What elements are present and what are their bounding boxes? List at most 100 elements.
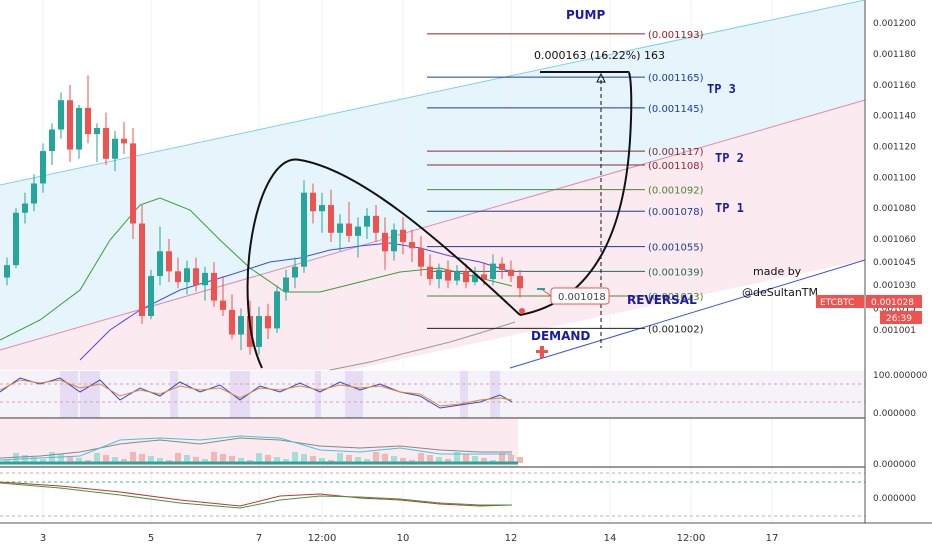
candle-body-12[interactable] [112, 138, 118, 159]
candle-body-7[interactable] [67, 100, 73, 150]
candle-body-56[interactable] [508, 269, 514, 276]
price-tick-6: 0.001080 [873, 204, 916, 214]
candle-body-20[interactable] [184, 268, 190, 283]
demand-label[interactable]: DEMAND [531, 329, 590, 343]
rsi-highlight-bars [60, 371, 500, 418]
volume-bar-57 [517, 457, 523, 463]
macd-line-red[interactable] [0, 481, 513, 507]
candle-body-43[interactable] [391, 229, 397, 252]
candle-body-38[interactable] [346, 223, 352, 236]
candle-body-24[interactable] [220, 300, 226, 310]
candle-body-40[interactable] [364, 215, 370, 227]
candle-body-54[interactable] [490, 263, 496, 280]
candle-body-44[interactable] [400, 229, 406, 243]
pump-label[interactable]: PUMP [566, 8, 605, 22]
time-tick-1: 5 [148, 533, 154, 544]
candle-body-48[interactable] [436, 269, 442, 280]
time-tick-0: 3 [40, 533, 46, 544]
tp1-label[interactable]: TP 1 [715, 201, 744, 215]
candle-body-15[interactable] [139, 223, 145, 317]
rsi-bottom-tick: 0.000000 [873, 409, 916, 419]
candle-body-26[interactable] [238, 316, 244, 335]
candle-body-33[interactable] [301, 192, 307, 267]
candle-body-37[interactable] [337, 223, 343, 233]
candle-body-1[interactable] [13, 212, 19, 266]
candle-body-5[interactable] [49, 129, 55, 152]
candle-body-29[interactable] [265, 316, 271, 329]
price-tick-1: 0.001180 [873, 50, 916, 60]
candle-body-0[interactable] [4, 265, 10, 278]
candle-body-9[interactable] [85, 107, 91, 135]
candle-body-36[interactable] [328, 205, 334, 233]
candle-body-52[interactable] [472, 274, 478, 283]
candle-body-21[interactable] [193, 268, 199, 286]
fib-label-10: (0.001002) [648, 324, 704, 335]
candle-body-11[interactable] [103, 127, 109, 159]
candle-body-4[interactable] [40, 151, 46, 184]
candle-body-35[interactable] [319, 205, 325, 212]
volume-line-cyan[interactable] [0, 435, 512, 461]
reversal-label[interactable]: REVERSAL [627, 293, 697, 307]
candle-body-19[interactable] [175, 271, 181, 283]
last-price-tag[interactable] [866, 295, 922, 308]
candle-body-42[interactable] [382, 232, 388, 252]
candle-body-51[interactable] [463, 271, 469, 283]
candle-body-57[interactable] [517, 275, 523, 289]
rsi-line-orange[interactable] [0, 379, 513, 407]
macd-line-green[interactable] [0, 482, 512, 509]
fib-label-5: (0.001092) [648, 186, 704, 197]
candle-body-49[interactable] [445, 269, 451, 281]
volume-bar-39 [355, 457, 361, 463]
price-tick-8: 0.001045 [873, 258, 916, 268]
candle-body-46[interactable] [418, 248, 424, 267]
rsi-line-blue[interactable] [0, 377, 513, 409]
candle-body-31[interactable] [283, 277, 289, 292]
candle-body-2[interactable] [22, 203, 28, 213]
candle-body-3[interactable] [31, 183, 37, 204]
volume-bar-28 [256, 453, 262, 463]
ma-green-line[interactable] [0, 197, 513, 341]
fib-label-7: (0.001055) [648, 243, 704, 254]
symbol-tag[interactable] [816, 295, 864, 308]
volume-bar-8 [76, 458, 82, 463]
candle-body-39[interactable] [355, 226, 361, 236]
measure-text[interactable]: 0.000163 (16.22%) 163 [534, 49, 665, 62]
price-callout-text: 0.001018 [558, 292, 606, 303]
volume-bar-48 [436, 457, 442, 463]
candle-body-50[interactable] [454, 271, 460, 281]
cup-loop-left[interactable] [246, 158, 521, 369]
ma-blue-line[interactable] [79, 242, 513, 361]
candle-body-53[interactable] [481, 274, 487, 280]
volume-bar-33 [301, 454, 307, 463]
candle-body-47[interactable] [427, 266, 433, 280]
candle-body-14[interactable] [130, 143, 136, 224]
candle-body-18[interactable] [166, 251, 172, 272]
candle-body-32[interactable] [292, 266, 298, 278]
candle-body-41[interactable] [373, 215, 379, 233]
candle-body-23[interactable] [211, 272, 217, 301]
price-tick-3: 0.001140 [873, 112, 916, 122]
candle-body-16[interactable] [148, 275, 154, 317]
upper-channel-line[interactable] [0, 0, 866, 186]
candle-body-22[interactable] [202, 272, 208, 286]
lower-channel-line[interactable] [509, 259, 866, 369]
tp2-label[interactable]: TP 2 [715, 151, 744, 165]
candle-body-34[interactable] [310, 192, 316, 212]
candle-body-13[interactable] [121, 138, 127, 144]
candle-body-10[interactable] [94, 127, 100, 135]
candle-body-27[interactable] [247, 316, 253, 347]
candle-body-6[interactable] [58, 100, 64, 130]
candle-body-17[interactable] [157, 251, 163, 276]
volume-ma-line[interactable] [0, 437, 512, 459]
tp3-label[interactable]: TP 3 [707, 82, 736, 96]
candle-body-8[interactable] [76, 107, 82, 150]
candle-body-25[interactable] [229, 309, 235, 335]
candle-body-55[interactable] [499, 263, 505, 270]
volume-pane [0, 419, 865, 468]
candle-body-45[interactable] [409, 242, 415, 249]
candle-body-30[interactable] [274, 291, 280, 329]
candle-body-28[interactable] [256, 316, 262, 347]
rsi-highlight-1 [80, 371, 100, 418]
